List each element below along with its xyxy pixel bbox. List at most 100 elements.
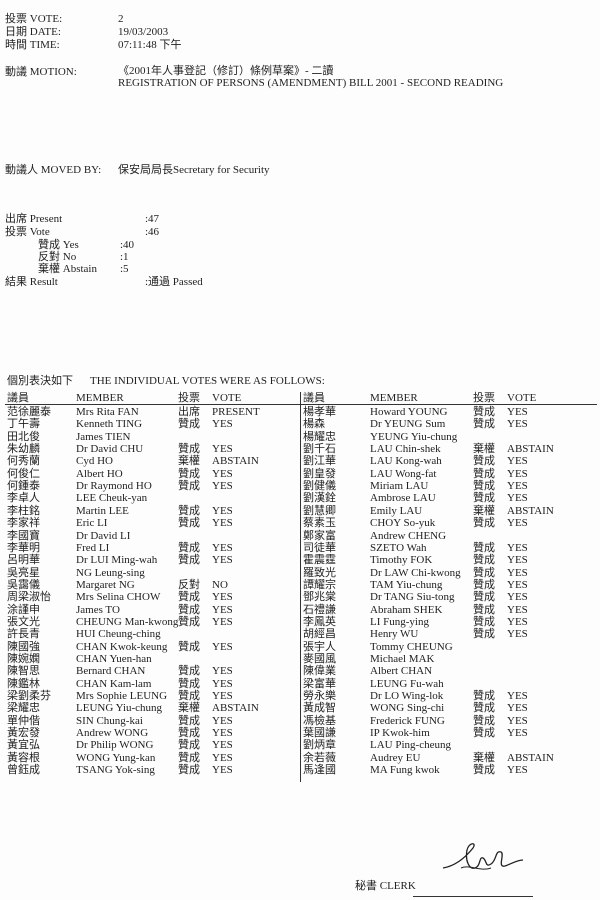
vote-zh: 贊成 xyxy=(473,690,495,703)
member-name-zh: 何俊仁 xyxy=(7,467,40,480)
member-name-en: Audrey EU xyxy=(370,751,421,764)
vote-zh: 贊成 xyxy=(178,677,200,690)
member-name-zh: 劉炳章 xyxy=(303,739,336,752)
vote-en: ABSTAIN xyxy=(507,443,554,456)
vote-en: YES xyxy=(507,727,528,740)
col-vote-zh-right: 投票 xyxy=(473,392,495,404)
vote-en: YES xyxy=(507,406,528,418)
vote-en: YES xyxy=(212,714,233,727)
vote-en: YES xyxy=(212,480,233,493)
member-name-en: Kenneth TING xyxy=(76,418,143,431)
vote-en: YES xyxy=(212,603,233,616)
member-name-zh: 陳鑑林 xyxy=(7,677,40,690)
col-member-zh: 議員 xyxy=(7,392,29,404)
member-name-en: Albert HO xyxy=(76,467,123,480)
votes-heading-zh: 個別表決如下 xyxy=(7,375,73,387)
vote-en: YES xyxy=(507,603,528,616)
member-name-en: WONG Yung-kan xyxy=(76,751,156,764)
vote-zh: 贊成 xyxy=(178,554,200,567)
member-name-zh: 劉皇發 xyxy=(303,467,336,480)
vote-en: YES xyxy=(212,751,233,764)
member-name-zh: 陳婉嫻 xyxy=(7,653,40,665)
vote-en: YES xyxy=(507,578,528,591)
moved-by-value: 保安局局長Secretary for Security xyxy=(118,164,270,176)
member-name-en: CHEUNG Man-kwong xyxy=(76,615,179,628)
vote-number-value: 2 xyxy=(118,13,124,25)
column-divider xyxy=(300,392,301,782)
vote-zh: 棄權 xyxy=(178,702,200,715)
member-name-zh: 李鳳英 xyxy=(303,615,336,628)
date-label: 日期 DATE: xyxy=(5,26,61,38)
member-name-zh: 何秀蘭 xyxy=(7,455,40,468)
member-name-en: CHOY So-yuk xyxy=(370,517,436,530)
vote-en: YES xyxy=(507,467,528,480)
vote-zh: 贊成 xyxy=(178,665,200,678)
member-name-en: Miriam LAU xyxy=(370,480,429,493)
col-member-en-right: MEMBER xyxy=(370,392,418,404)
member-name-zh: 涂謹申 xyxy=(7,603,40,616)
member-name-zh: 周梁淑怡 xyxy=(7,591,51,604)
member-name-zh: 劉健儀 xyxy=(303,480,336,493)
member-name-en: Martin LEE xyxy=(76,504,129,517)
member-name-en: MA Fung kwok xyxy=(370,764,440,777)
abstain-label: 棄權 Abstain xyxy=(38,263,97,275)
member-name-en: YEUNG Yiu-chung xyxy=(370,430,458,443)
member-name-zh: 余若薇 xyxy=(303,751,336,764)
vote-en: ABSTAIN xyxy=(507,751,554,764)
member-name-zh: 何鍾泰 xyxy=(7,480,40,493)
member-name-zh: 劉漢銓 xyxy=(303,492,336,505)
vote-zh: 贊成 xyxy=(178,480,200,493)
vote-zh: 贊成 xyxy=(473,554,495,567)
member-name-zh: 司徒華 xyxy=(303,541,336,554)
member-name-zh: 楊耀忠 xyxy=(303,430,336,443)
no-value: :1 xyxy=(120,251,129,263)
member-name-en: LEUNG Fu-wah xyxy=(370,677,444,690)
vote-zh: 贊成 xyxy=(473,591,495,604)
member-name-en: TAM Yiu-chung xyxy=(370,578,443,591)
member-name-en: Fred LI xyxy=(76,541,110,554)
vote-zh: 贊成 xyxy=(178,764,200,777)
member-name-en: LAU Wong-fat xyxy=(370,467,437,480)
vote-en: YES xyxy=(507,702,528,715)
member-name-zh: 勞永樂 xyxy=(303,690,336,703)
yes-label: 贊成 Yes xyxy=(38,239,79,251)
member-name-zh: 呂明華 xyxy=(7,554,40,567)
col-member-zh-right: 議員 xyxy=(303,392,325,404)
member-name-en: CHAN Kwok-keung xyxy=(76,640,168,653)
vote-zh: 贊成 xyxy=(473,578,495,591)
member-name-zh: 李國寶 xyxy=(7,529,40,542)
vote-zh: 贊成 xyxy=(178,615,200,628)
vote-zh: 贊成 xyxy=(473,603,495,616)
vote-en: YES xyxy=(212,690,233,703)
signature-icon xyxy=(442,843,524,870)
col-vote-en: VOTE xyxy=(212,392,242,404)
member-name-zh: 鄧兆棠 xyxy=(303,591,336,604)
vote-zh: 贊成 xyxy=(473,517,495,530)
member-name-en: Dr LUI Ming-wah xyxy=(76,554,158,567)
member-name-en: SIN Chung-kai xyxy=(76,714,143,727)
vote-en: YES xyxy=(507,492,528,505)
member-name-zh: 曾鈺成 xyxy=(7,764,40,777)
vote-zh: 贊成 xyxy=(178,467,200,480)
member-name-en: LI Fung-ying xyxy=(370,615,429,628)
col-vote-zh: 投票 xyxy=(178,392,200,404)
member-name-en: LAU Chin-shek xyxy=(370,443,441,456)
moved-by-label: 動議人 MOVED BY: xyxy=(5,164,102,176)
vote-zh: 出席 xyxy=(178,406,200,418)
member-name-en: Frederick FUNG xyxy=(370,714,445,727)
member-name-en: Timothy FOK xyxy=(370,554,433,567)
vote-en: YES xyxy=(212,665,233,678)
member-name-zh: 李柱銘 xyxy=(7,504,40,517)
vote-zh: 贊成 xyxy=(178,727,200,740)
member-name-zh: 梁富華 xyxy=(303,677,336,690)
vote-zh: 贊成 xyxy=(473,541,495,554)
member-name-en: Dr YEUNG Sum xyxy=(370,418,446,431)
vote-zh: 贊成 xyxy=(473,702,495,715)
vote-en: ABSTAIN xyxy=(507,504,554,517)
member-name-en: Emily LAU xyxy=(370,504,423,517)
member-name-zh: 楊森 xyxy=(303,418,325,431)
vote-zh: 贊成 xyxy=(178,504,200,517)
vote-number-label: 投票 VOTE: xyxy=(5,13,63,25)
vote-en: YES xyxy=(212,677,233,690)
vote-en: YES xyxy=(507,615,528,628)
